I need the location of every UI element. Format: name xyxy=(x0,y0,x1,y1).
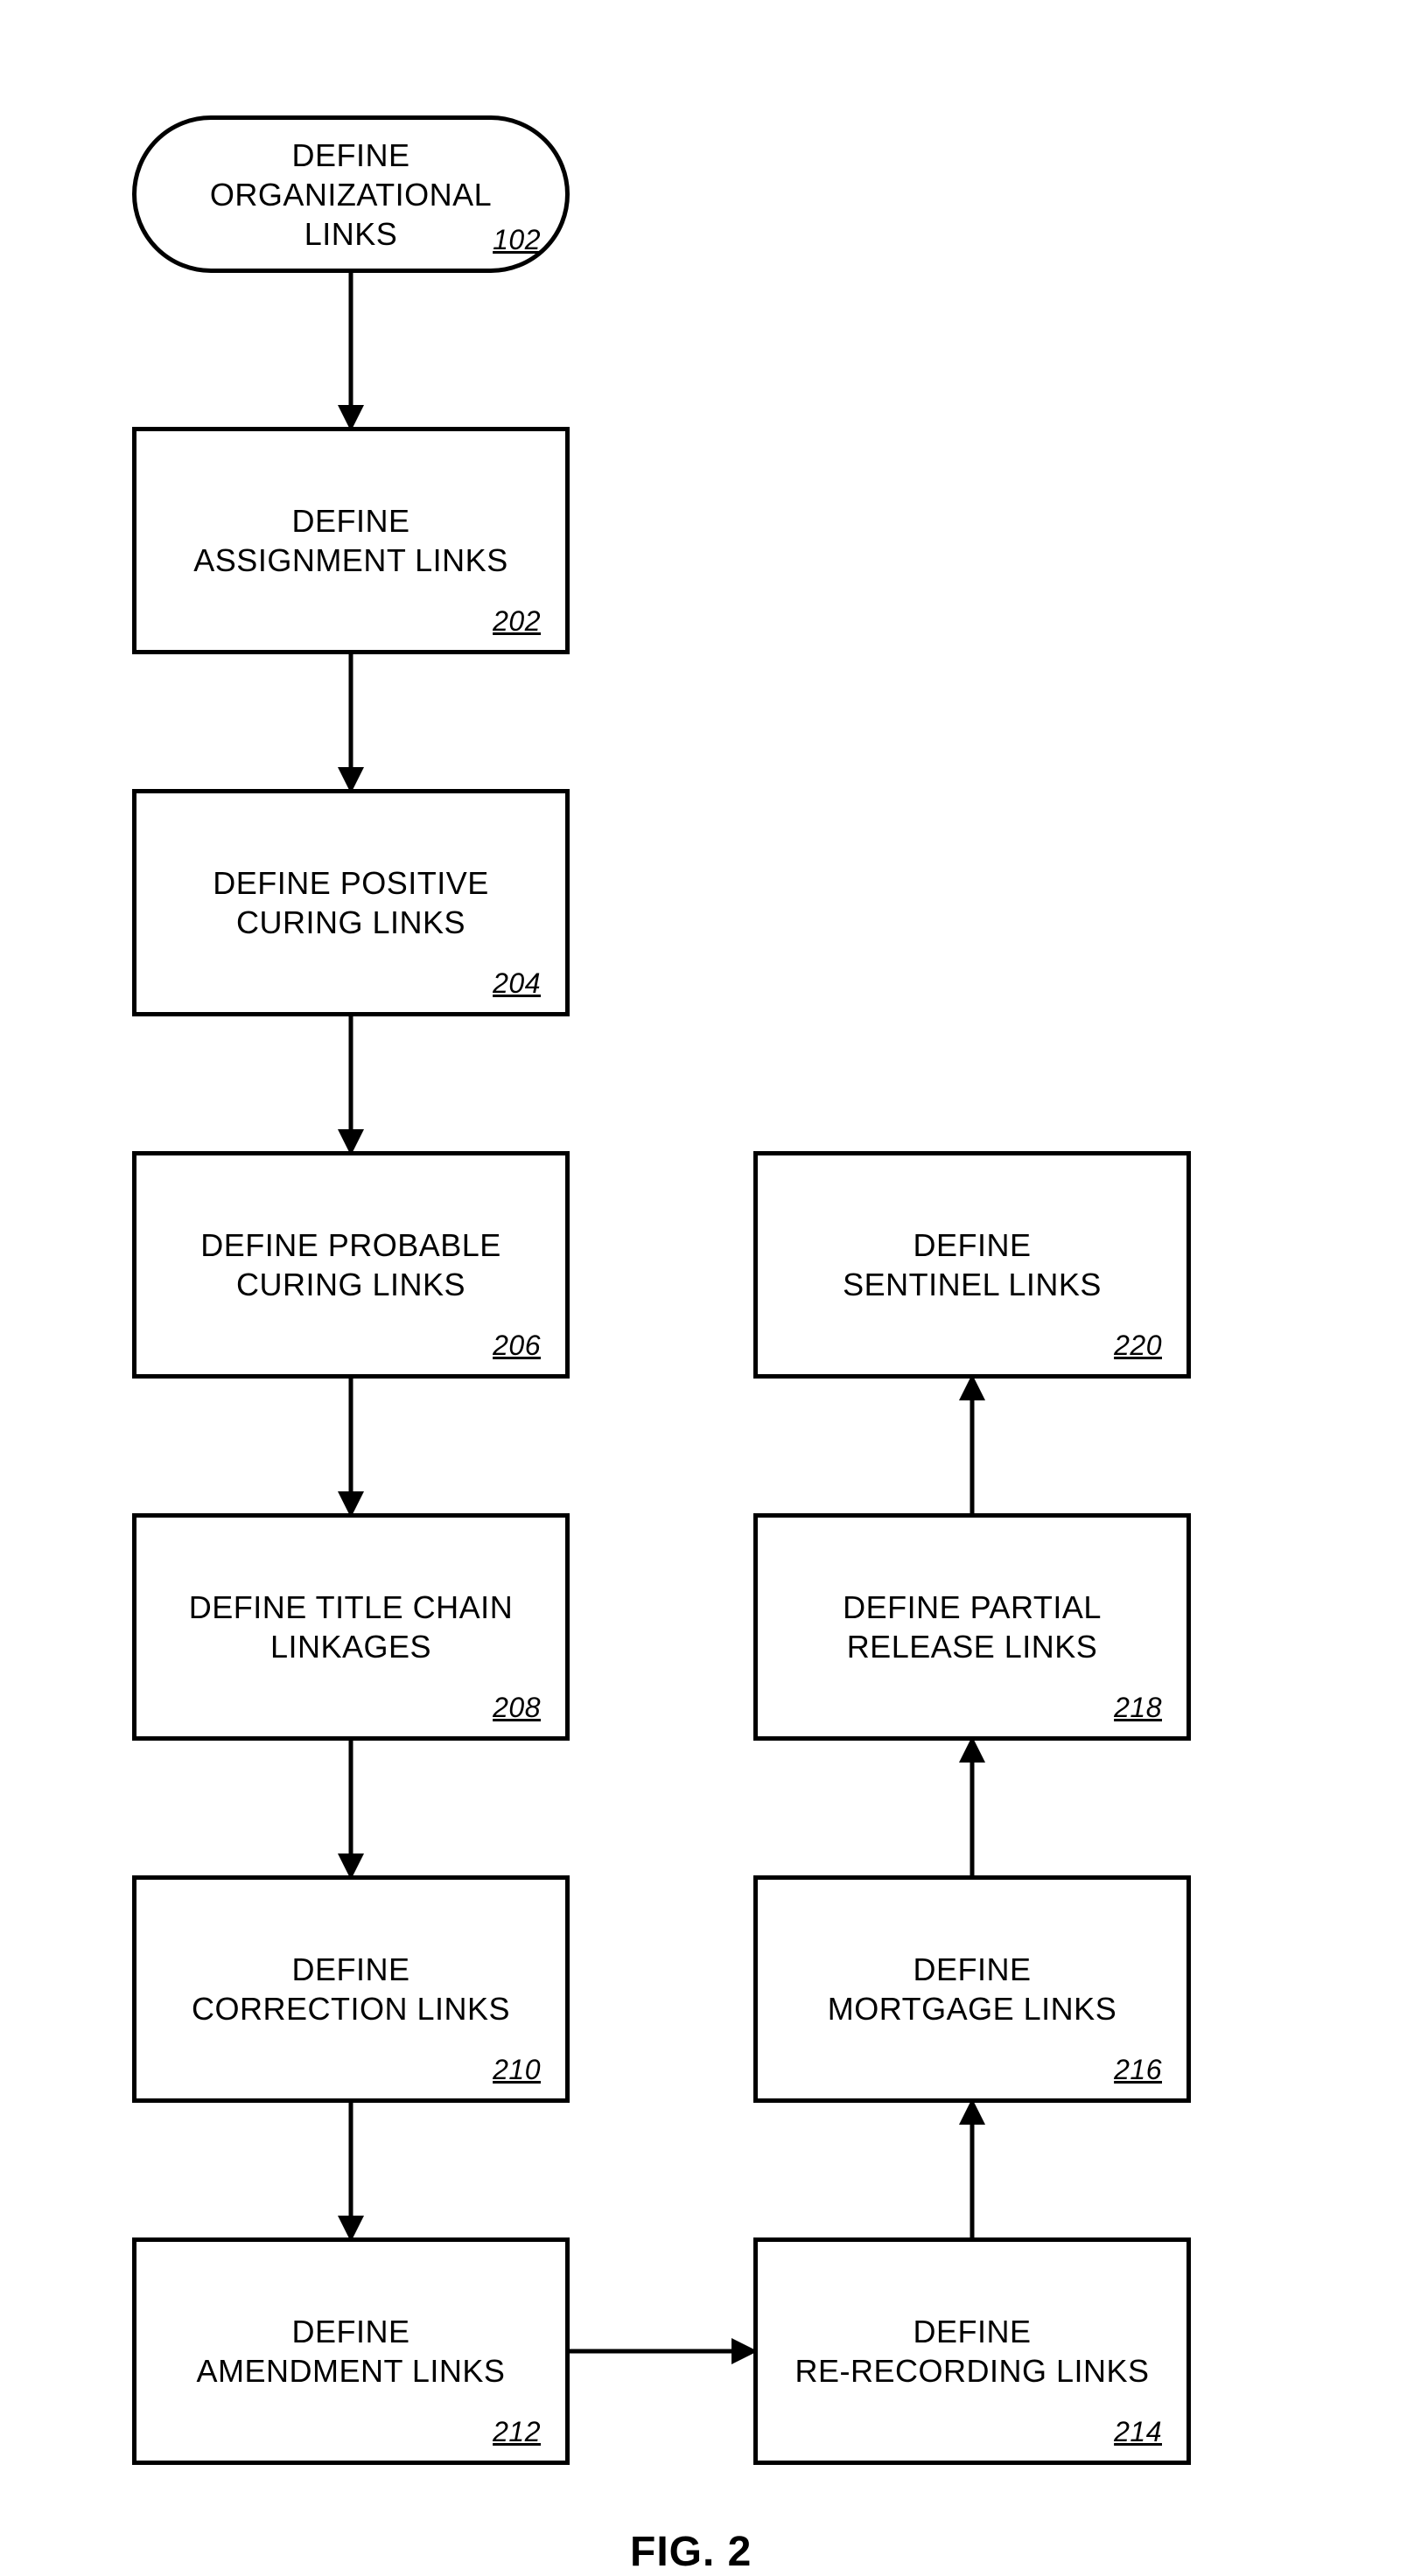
node-label: DEFINE ORGANIZATIONAL LINKS xyxy=(154,136,548,254)
node-ref-number: 214 xyxy=(1114,2416,1162,2448)
node-label: DEFINE POSITIVE CURING LINKS xyxy=(213,863,489,942)
node-label: DEFINE SENTINEL LINKS xyxy=(843,1225,1102,1304)
node-ref-number: 220 xyxy=(1114,1330,1162,1362)
node-ref-number: 212 xyxy=(493,2416,541,2448)
flowchart-node-206: DEFINE PROBABLE CURING LINKS 206 xyxy=(132,1151,570,1379)
node-ref-number: 102 xyxy=(493,224,541,256)
node-label: DEFINE TITLE CHAIN LINKAGES xyxy=(189,1588,513,1666)
flowchart-canvas: DEFINE ORGANIZATIONAL LINKS102 DEFINE ASS… xyxy=(0,0,1414,2573)
node-label: DEFINE CORRECTION LINKS xyxy=(192,1950,510,2028)
node-label: DEFINE PROBABLE CURING LINKS xyxy=(200,1225,501,1304)
flowchart-node-214: DEFINE RE-RECORDING LINKS 214 xyxy=(753,2237,1191,2465)
flowchart-node-204: DEFINE POSITIVE CURING LINKS204 xyxy=(132,789,570,1016)
flowchart-node-202: DEFINE ASSIGNMENT LINKS 202 xyxy=(132,427,570,654)
flowchart-node-220: DEFINE SENTINEL LINKS 220 xyxy=(753,1151,1191,1379)
flowchart-node-212: DEFINE AMENDMENT LINKS 212 xyxy=(132,2237,570,2465)
node-label: DEFINE AMENDMENT LINKS xyxy=(197,2312,506,2391)
node-ref-number: 206 xyxy=(493,1330,541,1362)
node-ref-number: 202 xyxy=(493,605,541,638)
node-label: DEFINE RE-RECORDING LINKS xyxy=(794,2312,1149,2391)
node-label: DEFINE MORTGAGE LINKS xyxy=(828,1950,1116,2028)
flowchart-node-208: DEFINE TITLE CHAIN LINKAGES 208 xyxy=(132,1513,570,1741)
node-label: DEFINE ASSIGNMENT LINKS xyxy=(193,501,508,580)
flowchart-node-218: DEFINE PARTIAL RELEASE LINKS 218 xyxy=(753,1513,1191,1741)
node-ref-number: 218 xyxy=(1114,1692,1162,1724)
flowchart-node-210: DEFINE CORRECTION LINKS 210 xyxy=(132,1875,570,2103)
node-label: DEFINE PARTIAL RELEASE LINKS xyxy=(843,1588,1102,1666)
figure-caption: FIG. 2 xyxy=(630,2528,752,2576)
flowchart-node-102: DEFINE ORGANIZATIONAL LINKS102 xyxy=(132,115,570,273)
node-ref-number: 204 xyxy=(493,967,541,1000)
flowchart-node-216: DEFINE MORTGAGE LINKS 216 xyxy=(753,1875,1191,2103)
node-ref-number: 216 xyxy=(1114,2054,1162,2086)
node-ref-number: 208 xyxy=(493,1692,541,1724)
node-ref-number: 210 xyxy=(493,2054,541,2086)
